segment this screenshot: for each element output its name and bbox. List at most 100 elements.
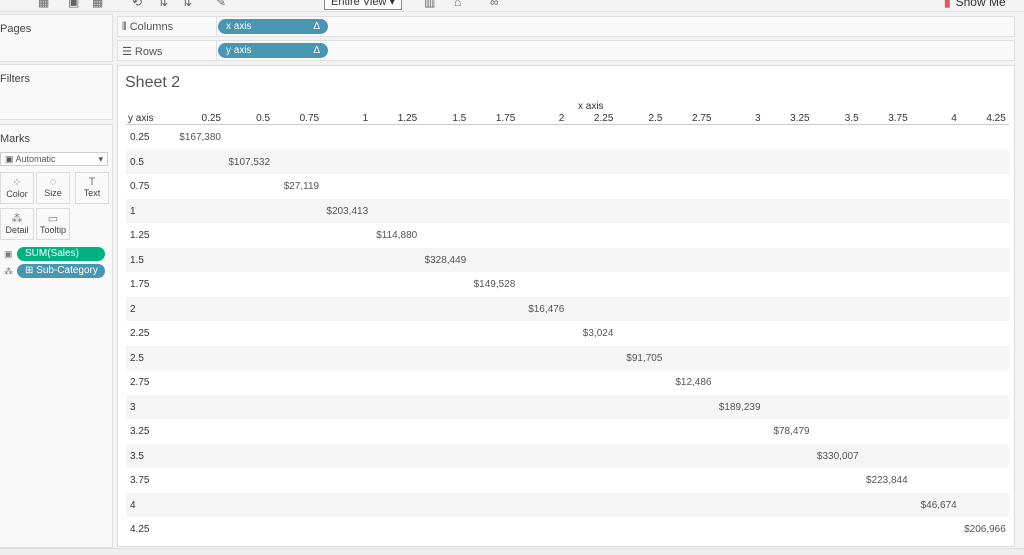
table-row: 4 $46,674 xyxy=(126,492,1009,517)
sales-value[interactable]: $189,239 xyxy=(718,401,761,413)
size-icon: ◌ xyxy=(49,176,57,188)
row-header: 0.5 xyxy=(130,156,144,168)
size-button[interactable]: ◌ Size xyxy=(36,172,70,204)
sales-value[interactable]: $330,007 xyxy=(816,450,859,462)
new-datasource-icon[interactable]: ▦ xyxy=(38,0,50,9)
x-axis-pill[interactable]: x axis Δ xyxy=(218,19,328,34)
rows-shelf[interactable]: ☰ Rows y axis Δ xyxy=(117,40,1015,61)
table-row: 2.5 $91,705 xyxy=(126,345,1009,370)
table-row: 3.25 $78,479 xyxy=(126,419,1009,444)
pages-title: Pages xyxy=(0,23,32,35)
fit-view-select[interactable]: Entire View ▾ xyxy=(324,0,402,10)
share-icon[interactable]: ∞ xyxy=(490,0,499,9)
table-row: 1 $203,413 xyxy=(126,198,1009,223)
mark-button-label: Text xyxy=(83,188,101,198)
delta-icon: Δ xyxy=(313,21,320,32)
table-row: 4.25 $206,966 xyxy=(126,517,1009,542)
row-header: 0.75 xyxy=(130,181,150,192)
mark-button-label: Size xyxy=(44,188,62,198)
table-row: 1.5 $328,449 xyxy=(126,247,1009,272)
highlight-icon[interactable]: ✎ xyxy=(216,0,227,9)
sales-value[interactable]: $27,119 xyxy=(283,181,320,192)
text-icon: T xyxy=(88,176,96,188)
row-header: 1 xyxy=(130,205,136,217)
sales-value[interactable]: $114,880 xyxy=(376,230,418,241)
sales-value[interactable]: $78,479 xyxy=(773,426,810,437)
sheet-title[interactable]: Sheet 2 xyxy=(125,74,181,91)
column-header: 1.5 xyxy=(452,113,467,124)
row-header: 3.5 xyxy=(130,450,144,462)
sheet-tab-bar[interactable] xyxy=(0,548,1024,555)
sales-value[interactable]: $3,024 xyxy=(582,328,614,339)
mark-button-label: Detail xyxy=(5,225,29,235)
row-header: 4 xyxy=(130,499,136,511)
row-header: 2 xyxy=(130,303,136,315)
sales-value[interactable]: $91,705 xyxy=(626,352,663,364)
presentation-icon[interactable]: ⌂ xyxy=(454,0,462,9)
sales-value[interactable]: $223,844 xyxy=(865,475,908,486)
column-header: 2 xyxy=(558,113,565,124)
swap-icon[interactable]: ⟲ xyxy=(132,0,143,9)
column-header: 2.75 xyxy=(692,113,712,124)
column-header: 3.75 xyxy=(888,113,908,124)
y-axis-pill[interactable]: y axis Δ xyxy=(218,43,328,58)
color-button[interactable]: ⁘ Color xyxy=(0,172,34,204)
clear-sheet-icon[interactable]: ▦ xyxy=(92,0,104,9)
columns-shelf[interactable]: ⫴ Columns x axis Δ xyxy=(117,16,1015,37)
column-header: 3 xyxy=(754,113,761,124)
sales-value[interactable]: $12,486 xyxy=(675,377,712,388)
mark-type-select[interactable]: ▣ Automatic ▾ xyxy=(0,152,108,166)
filters-panel[interactable]: Filters xyxy=(0,64,113,120)
text-button[interactable]: T Text xyxy=(75,172,109,204)
sales-value[interactable]: $206,966 xyxy=(964,524,1006,535)
sales-value[interactable]: $203,413 xyxy=(326,205,369,217)
table-row: 2.25 $3,024 xyxy=(126,321,1009,346)
mark-button-label: Tooltip xyxy=(39,225,66,235)
row-header: 2.5 xyxy=(130,352,144,364)
table-row: 3 $189,239 xyxy=(126,394,1009,419)
row-header: 3 xyxy=(130,401,136,413)
tooltip-button[interactable]: ▭ Tooltip xyxy=(36,208,70,240)
text-encoding-icon: ▣ xyxy=(4,249,13,259)
marks-title: Marks xyxy=(0,133,30,145)
column-header: 1.75 xyxy=(495,113,516,124)
sales-value[interactable]: $167,380 xyxy=(179,132,221,143)
row-header: 1.5 xyxy=(130,254,144,266)
pill-label: x axis xyxy=(226,21,252,32)
row-header: 1.25 xyxy=(130,230,150,241)
table-row: 0.5 $107,532 xyxy=(126,149,1009,174)
chart-icon[interactable]: ▥ xyxy=(424,0,436,9)
pages-panel[interactable]: Pages xyxy=(0,14,113,62)
sort-desc-icon[interactable]: ⇅ xyxy=(182,0,193,9)
show-me-icon: ▮ xyxy=(944,0,951,9)
table-row: 2 $16,476 xyxy=(126,296,1009,321)
show-me-label: Show Me xyxy=(955,0,1006,9)
column-header: 1.25 xyxy=(397,113,418,124)
sales-value[interactable]: $328,449 xyxy=(424,254,467,266)
detail-icon: ⁂ xyxy=(11,213,23,225)
mark-type-value: Automatic xyxy=(15,154,56,164)
table-row: 1.75 $149,528 xyxy=(126,272,1009,297)
column-header: 3.25 xyxy=(790,113,810,124)
mark-field-pill[interactable]: ⊞ Sub-Category xyxy=(17,264,105,278)
y-axis-header: y axis xyxy=(128,113,154,124)
table-row: 0.75 $27,119 xyxy=(126,174,1009,199)
x-axis-header: x axis xyxy=(578,101,604,112)
detail-button[interactable]: ⁂ Detail xyxy=(0,208,34,240)
mark-field-pill[interactable]: SUM(Sales) xyxy=(17,247,105,261)
fit-view-value: Entire View xyxy=(331,0,387,8)
color-icon: ⁘ xyxy=(12,177,22,189)
column-header: 2.5 xyxy=(648,113,663,124)
toolbar: ▦ ▣ ▦ ⟲ ⇅ ⇅ ✎ Entire View ▾ ▥ ⌂ ∞ ▮ Show … xyxy=(0,0,1024,12)
sales-value[interactable]: $46,674 xyxy=(920,499,957,511)
detail-encoding-icon: ⁂ xyxy=(4,266,13,276)
show-me-button[interactable]: ▮ Show Me xyxy=(944,0,1006,9)
sales-value[interactable]: $16,476 xyxy=(528,303,565,315)
duplicate-sheet-icon[interactable]: ▣ xyxy=(68,0,80,9)
sheet-view[interactable]: Sheet 2 x axis y axis 0.25 0.5 0.75 1 1.25 1.… xyxy=(117,65,1015,547)
sales-value[interactable]: $149,528 xyxy=(473,279,516,290)
sort-asc-icon[interactable]: ⇅ xyxy=(158,0,169,9)
sales-value[interactable]: $107,532 xyxy=(228,156,271,168)
column-header: 1 xyxy=(362,113,369,124)
column-header: 0.25 xyxy=(201,113,221,124)
